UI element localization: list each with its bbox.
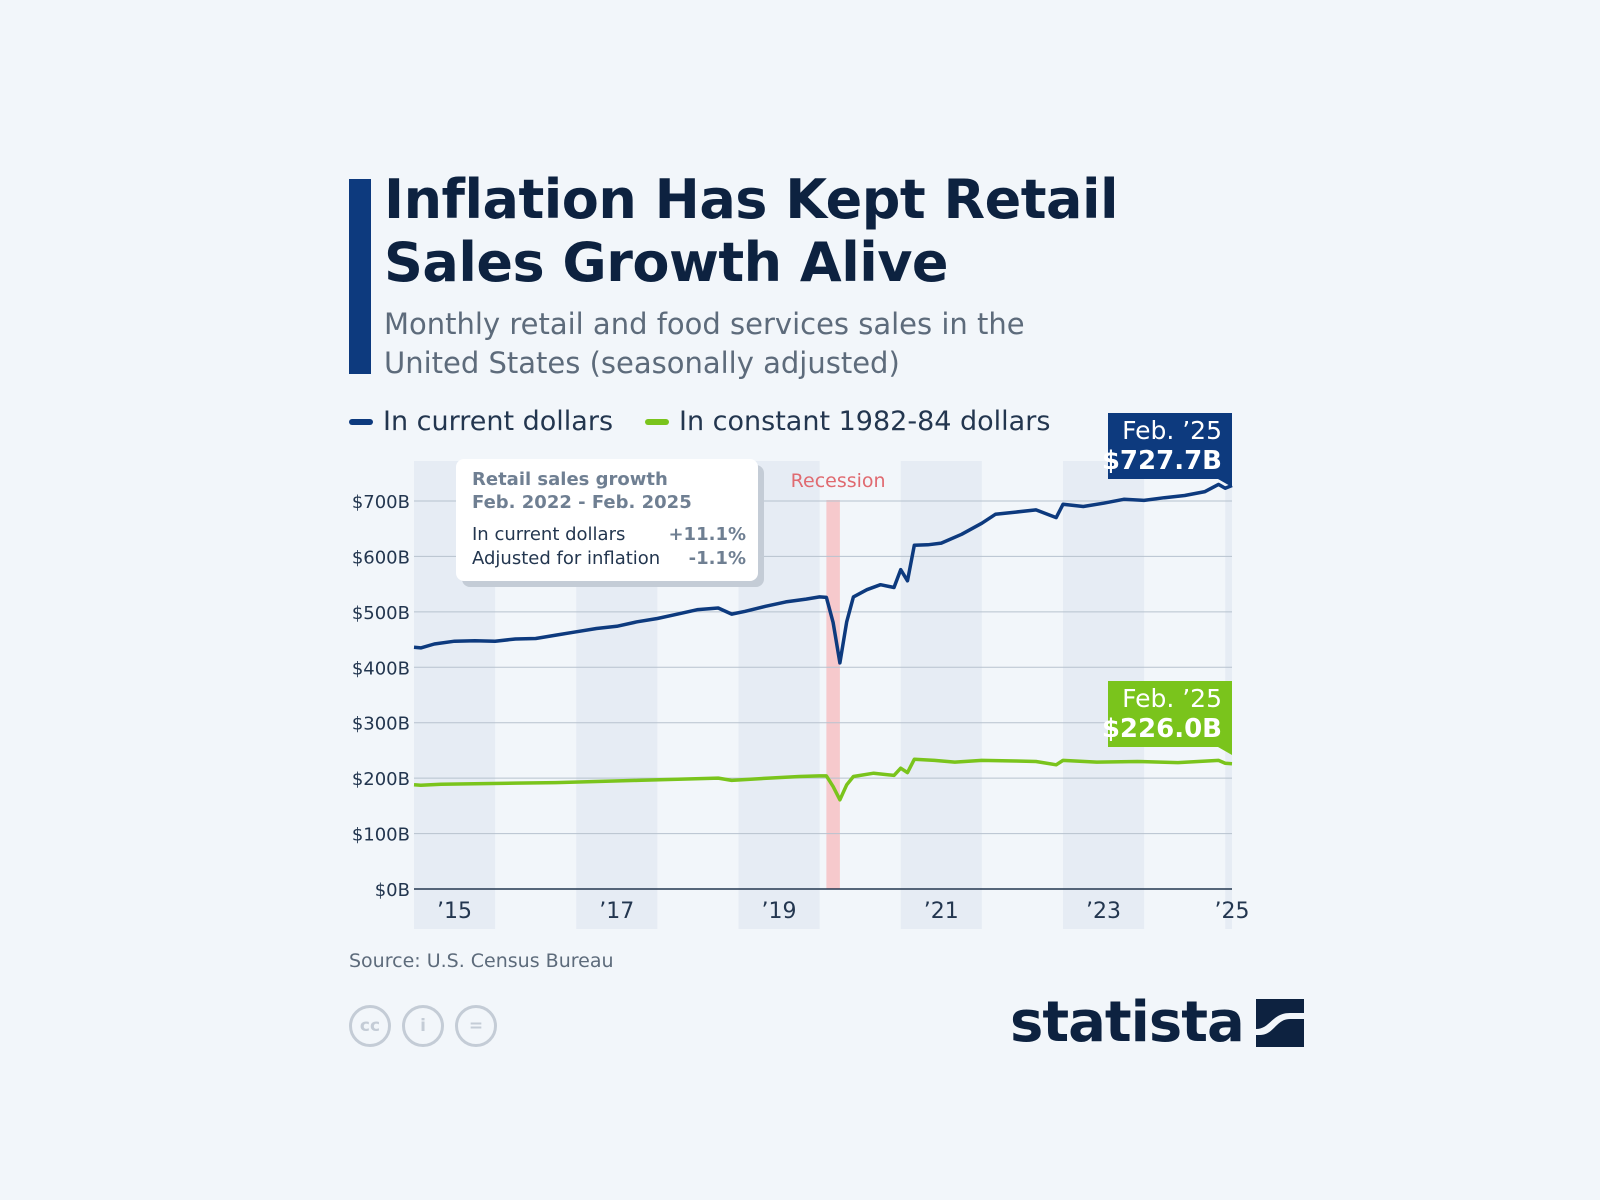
y-tick-label: $400B (352, 658, 410, 679)
y-tick-label: $200B (352, 769, 410, 790)
legend-item-constant: In constant 1982-84 dollars (645, 406, 1050, 437)
year-band (900, 461, 982, 929)
y-tick-label: $700B (352, 492, 410, 513)
y-tick-label: $0B (375, 880, 410, 901)
end-label-box-constant (1108, 681, 1232, 755)
recession-band (826, 500, 840, 889)
legend-swatch-constant (645, 418, 670, 425)
brand-wordmark: statista (1010, 990, 1245, 1055)
license-icons: cc i = (349, 1005, 508, 1047)
x-tick-label: ’17 (599, 899, 634, 924)
x-tick-label: ’23 (1086, 899, 1121, 924)
statista-logo[interactable]: statista (1010, 995, 1304, 1051)
annotation-row-value: +11.1% (668, 524, 746, 545)
end-label-value: $727.7B (1102, 446, 1222, 476)
y-tick-label: $300B (352, 714, 410, 735)
annotation-row-label: In current dollars (472, 524, 625, 545)
end-label-date: Feb. ’25 (1122, 416, 1222, 445)
recession-label: Recession (791, 470, 886, 492)
legend-swatch-current (349, 418, 373, 425)
x-tick-label: ’21 (924, 899, 959, 924)
attribution-icon[interactable]: i (402, 1005, 444, 1047)
annotation-box (456, 459, 758, 581)
legend-label-current: In current dollars (383, 406, 614, 437)
x-tick-label: ’15 (437, 899, 472, 924)
title-accent-bar (349, 179, 371, 374)
y-tick-label: $100B (352, 825, 410, 846)
annotation-row-value: -1.1% (689, 548, 746, 569)
x-tick-label: ’19 (762, 899, 797, 924)
legend-item-current: In current dollars (349, 406, 613, 437)
y-tick-label: $500B (352, 603, 410, 624)
end-label-date: Feb. ’25 (1122, 684, 1222, 713)
no-derivatives-icon[interactable]: = (455, 1005, 497, 1047)
chart-subtitle: Monthly retail and food services sales i… (384, 307, 1025, 380)
annotation-heading: Retail sales growth (472, 469, 668, 490)
x-tick-label: ’25 (1215, 899, 1250, 924)
series-line-constant (413, 757, 1233, 802)
legend-label-constant: In constant 1982-84 dollars (679, 406, 1051, 437)
page-title: Inflation Has Kept Retail Sales Growth A… (384, 168, 1118, 294)
series-line-current (413, 482, 1233, 665)
y-tick-label: $600B (352, 547, 410, 568)
chart-legend: In current dollars In constant 1982-84 d… (349, 406, 1082, 437)
cc-icon[interactable]: cc (349, 1005, 391, 1047)
statista-mark-icon (1255, 999, 1304, 1047)
annotation-row-label: Adjusted for inflation (472, 548, 660, 569)
source-note: Source: U.S. Census Bureau (349, 950, 614, 972)
end-label-box-current (1108, 413, 1232, 487)
end-label-value: $226.0B (1102, 714, 1222, 744)
annotation-period: Feb. 2022 - Feb. 2025 (472, 492, 692, 513)
